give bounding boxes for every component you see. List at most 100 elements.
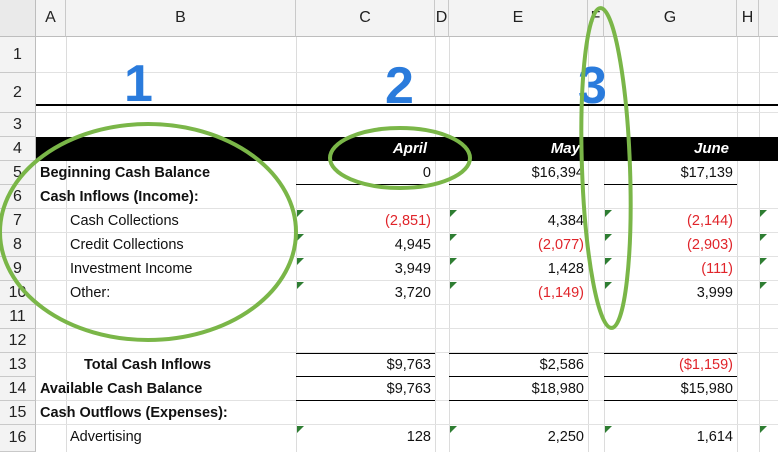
row-header-1[interactable]: 1 [0,37,36,73]
error-flag-icon[interactable] [297,234,304,241]
label-cash-outflows[interactable]: Cash Outflows (Expenses): [40,405,228,421]
cell-total-inflows-may[interactable]: $2,586 [539,357,584,373]
error-flag-icon[interactable] [760,210,767,217]
label-total-cash-inflows[interactable]: Total Cash Inflows [84,357,212,373]
cell-cash-collections-april[interactable]: (2,851) [385,213,431,229]
column-header-f[interactable]: F [588,0,604,37]
cell-advertising-april[interactable]: 128 [406,429,431,445]
column-header-blank [759,0,778,37]
error-flag-icon[interactable] [605,234,612,241]
row-header-5[interactable]: 5 [0,161,36,185]
label-beginning-cash-balance[interactable]: Beginning Cash Balance [40,165,211,181]
cell-credit-collections-april[interactable]: 4,945 [394,237,431,253]
top-border-rule [36,104,778,106]
label-investment-income[interactable]: Investment Income [70,261,193,277]
row-header-12[interactable]: 12 [0,329,36,353]
error-flag-icon[interactable] [605,426,612,433]
label-credit-collections[interactable]: Credit Collections [70,237,184,253]
cell-other-june[interactable]: 3,999 [696,285,733,301]
underline-rule [604,184,737,185]
error-flag-icon[interactable] [605,282,612,289]
month-header-april[interactable]: April [392,140,427,157]
cell-beginning-may[interactable]: $16,394 [531,165,584,181]
error-flag-icon[interactable] [297,426,304,433]
select-all-corner[interactable] [0,0,36,37]
row-header-15[interactable]: 15 [0,401,36,425]
cell-advertising-june[interactable]: 1,614 [696,429,733,445]
column-header-h[interactable]: H [737,0,759,37]
gridline [435,37,436,452]
column-header-b[interactable]: B [66,0,296,37]
column-header-a[interactable]: A [36,0,66,37]
row-header-16[interactable]: 16 [0,425,36,452]
cell-investment-income-april[interactable]: 3,949 [394,261,431,277]
error-flag-icon[interactable] [297,210,304,217]
gridline [759,37,760,452]
row-header-2[interactable]: 2 [0,73,36,113]
total-rule [449,376,588,377]
cell-investment-income-june[interactable]: (111) [701,261,733,277]
gridline [36,424,778,425]
error-flag-icon[interactable] [450,258,457,265]
gridline [36,256,778,257]
cell-available-june[interactable]: $15,980 [680,381,733,397]
column-header-c[interactable]: C [296,0,435,37]
error-flag-icon[interactable] [450,282,457,289]
row-header-6[interactable]: 6 [0,185,36,209]
error-flag-icon[interactable] [760,426,767,433]
error-flag-icon[interactable] [297,282,304,289]
total-rule [604,400,737,401]
cell-available-april[interactable]: $9,763 [386,381,431,397]
cell-cash-collections-may[interactable]: 4,384 [547,213,584,229]
total-rule [296,353,435,354]
month-header-june[interactable]: June [693,140,729,157]
row-header-10[interactable]: 10 [0,281,36,305]
gridline [36,232,778,233]
total-rule [449,353,588,354]
column-header-d[interactable]: D [435,0,449,37]
error-flag-icon[interactable] [760,258,767,265]
cell-total-inflows-april[interactable]: $9,763 [386,357,431,373]
error-flag-icon[interactable] [760,234,767,241]
error-flag-icon[interactable] [297,258,304,265]
column-header-e[interactable]: E [449,0,588,37]
error-flag-icon[interactable] [450,426,457,433]
row-header-7[interactable]: 7 [0,209,36,233]
cell-beginning-april[interactable]: 0 [422,165,431,181]
cell-total-inflows-june[interactable]: ($1,159) [678,357,733,373]
label-advertising[interactable]: Advertising [70,429,142,445]
cell-cash-collections-june[interactable]: (2,144) [687,213,733,229]
row-header-13[interactable]: 13 [0,353,36,377]
row-header-9[interactable]: 9 [0,257,36,281]
gridline [36,72,778,73]
cell-advertising-may[interactable]: 2,250 [547,429,584,445]
error-flag-icon[interactable] [605,210,612,217]
gridline [737,37,738,452]
cell-other-april[interactable]: 3,720 [394,285,431,301]
error-flag-icon[interactable] [760,282,767,289]
cell-other-may[interactable]: (1,149) [538,285,584,301]
label-cash-collections[interactable]: Cash Collections [70,213,179,229]
row-header-11[interactable]: 11 [0,305,36,329]
row-header-8[interactable]: 8 [0,233,36,257]
row-header-3[interactable]: 3 [0,113,36,137]
month-header-may[interactable]: May [550,140,580,157]
gridline [36,112,778,113]
column-header-g[interactable]: G [604,0,737,37]
gridline [36,328,778,329]
error-flag-icon[interactable] [450,234,457,241]
error-flag-icon[interactable] [605,258,612,265]
label-cash-inflows[interactable]: Cash Inflows (Income): [40,189,199,205]
row-header-14[interactable]: 14 [0,377,36,401]
label-available-cash-balance[interactable]: Available Cash Balance [40,381,203,397]
label-other[interactable]: Other: [70,285,111,301]
row-header-4[interactable]: 4 [0,137,36,161]
cell-credit-collections-june[interactable]: (2,903) [687,237,733,253]
cell-available-may[interactable]: $18,980 [531,381,584,397]
cell-credit-collections-may[interactable]: (2,077) [538,237,584,253]
cell-beginning-june[interactable]: $17,139 [680,165,733,181]
error-flag-icon[interactable] [450,210,457,217]
gridline [36,280,778,281]
gridline [36,304,778,305]
cell-investment-income-may[interactable]: 1,428 [547,261,584,277]
